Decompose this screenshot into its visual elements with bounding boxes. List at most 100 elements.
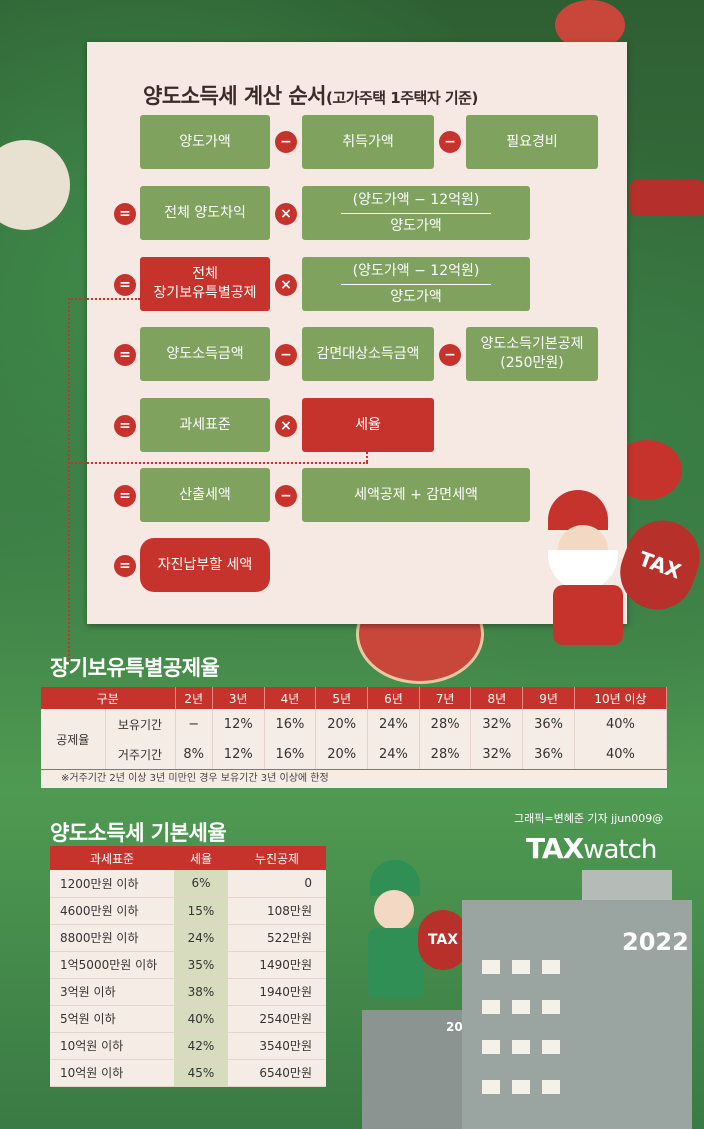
box-acquisition-price: 취득가액 <box>302 115 434 169</box>
box-sale-price: 양도가액 <box>140 115 270 169</box>
graphic-credit: 그래픽=변혜준 기자 jjun009@ <box>514 812 664 825</box>
minus-icon: − <box>439 131 461 153</box>
table2-cell: 3540만원 <box>228 1032 326 1060</box>
table1-row-label: 거주기간 <box>105 739 176 769</box>
table1-cell: 36% <box>522 739 575 769</box>
basic-tax-rate-table: 과세표준 세율 누진공제 1200만원 이하 6% 0 4600만원 이하 15% 10… <box>50 846 326 1087</box>
table1-header-cell: 8년 <box>470 687 524 709</box>
table-row: 5억원 이하 40% 2540만원 <box>50 1005 326 1033</box>
equals-icon: = <box>114 485 136 507</box>
table1-cell: 40% <box>574 709 668 739</box>
table1-cell: 32% <box>470 709 524 739</box>
table1-header-cell: 9년 <box>522 687 575 709</box>
times-icon: × <box>275 415 297 437</box>
table-row: 8800만원 이하 24% 522만원 <box>50 924 326 952</box>
box-necessary-expenses: 필요경비 <box>466 115 598 169</box>
table2-cell: 6% <box>174 870 228 898</box>
table1-cell: − <box>175 709 213 739</box>
box-total-gain: 전체 양도차익 <box>140 186 270 240</box>
table-row: 1200만원 이하 6% 0 <box>50 870 326 898</box>
elf-illustration: TAX <box>340 860 470 1010</box>
table1-header-cell: 구분 <box>41 687 176 709</box>
ornament-ball-left <box>0 140 70 230</box>
box-payable-tax: 자진납부할 세액 <box>140 538 270 592</box>
table2-cell: 42% <box>174 1032 228 1060</box>
table1-cell: 16% <box>264 709 317 739</box>
table1-cell: 28% <box>419 709 472 739</box>
table2-cell: 522만원 <box>228 924 326 952</box>
box-exempt-income: 감면대상소득금액 <box>302 327 434 381</box>
table2-title: 양도소득세 기본세율 <box>50 821 227 845</box>
times-icon: × <box>275 203 297 225</box>
table1-cell: 28% <box>419 739 472 769</box>
minus-icon: − <box>439 344 461 366</box>
equals-icon: = <box>114 344 136 366</box>
table1-cell: 24% <box>367 709 420 739</box>
table2-header-cell: 누진공제 <box>228 846 326 870</box>
box-tax-rate: 세율 <box>302 398 434 452</box>
minus-icon: − <box>275 344 297 366</box>
table1-cell: 20% <box>315 739 369 769</box>
tax-bag: TAX <box>418 910 468 970</box>
table-row: 1억5000만원 이하 35% 1490만원 <box>50 951 326 979</box>
building-small: 20 <box>362 1010 463 1129</box>
table2-cell: 0 <box>228 870 326 898</box>
table2-cell: 5억원 이하 <box>50 1005 174 1033</box>
times-icon: × <box>275 274 297 296</box>
table1-header-cell: 3년 <box>212 687 265 709</box>
box-credit-exemption: 세액공제 + 감면세액 <box>302 468 530 522</box>
box-ratio-deduction: (양도가액 − 12억원) 양도가액 <box>302 257 530 311</box>
table1-group-label: 공제율 <box>41 709 106 769</box>
connector-line <box>68 298 70 664</box>
connector-line <box>68 298 140 300</box>
table2-cell: 108만원 <box>228 897 326 925</box>
table-row: 거주기간 8% 12% 16% 20% 24% 28% 32% 36% 40% <box>41 739 668 769</box>
table2-cell: 38% <box>174 978 228 1006</box>
box-transfer-income: 양도소득금액 <box>140 327 270 381</box>
table2-cell: 6540만원 <box>228 1059 326 1087</box>
table1-header-cell: 2년 <box>175 687 213 709</box>
table2-cell: 40% <box>174 1005 228 1033</box>
table1-cell: 24% <box>367 739 420 769</box>
table2-cell: 1억5000만원 이하 <box>50 951 174 979</box>
box-computed-tax: 산출세액 <box>140 468 270 522</box>
table1-cell: 8% <box>175 739 213 769</box>
tax-bag: TAX <box>609 510 704 620</box>
page-title: 양도소득세 계산 순서(고가주택 1주택자 기준) <box>143 84 478 108</box>
table1-row-label: 보유기간 <box>105 709 176 739</box>
table2-cell: 4600만원 이하 <box>50 897 174 925</box>
table1-title: 장기보유특별공제율 <box>50 656 220 680</box>
table1-header-cell: 6년 <box>367 687 420 709</box>
table2-cell: 8800만원 이하 <box>50 924 174 952</box>
table2-cell: 10억원 이하 <box>50 1032 174 1060</box>
table1-header-cell: 7년 <box>419 687 472 709</box>
table1-cell: 12% <box>212 739 265 769</box>
table-row: 공제율 보유기간 − 12% 16% 20% 24% 28% 32% 36% 4… <box>41 709 668 769</box>
table1-cell: 12% <box>212 709 265 739</box>
table2-cell: 1940만원 <box>228 978 326 1006</box>
building-2022: 2022 <box>462 870 692 1129</box>
equals-icon: = <box>114 203 136 225</box>
table1-note: ※거주기간 2년 이상 3년 미만인 경우 보유기간 3년 이상에 한정 <box>41 770 667 788</box>
connector-line <box>68 462 368 464</box>
table2-cell: 24% <box>174 924 228 952</box>
minus-icon: − <box>275 485 297 507</box>
table2-cell: 3억원 이하 <box>50 978 174 1006</box>
taxwatch-logo: TAXwatch <box>526 832 657 865</box>
table1-cell: 32% <box>470 739 524 769</box>
table-row: 4600만원 이하 15% 108만원 <box>50 897 326 925</box>
minus-icon: − <box>275 131 297 153</box>
table2-cell: 45% <box>174 1059 228 1087</box>
table2-cell: 2540만원 <box>228 1005 326 1033</box>
table2-header-cell: 과세표준 <box>50 846 174 870</box>
table1-header-cell: 4년 <box>264 687 317 709</box>
table2-cell: 35% <box>174 951 228 979</box>
table1-cell: 40% <box>574 739 668 769</box>
equals-icon: = <box>114 274 136 296</box>
ornament-ball-top <box>555 0 625 50</box>
table2-cell: 1490만원 <box>228 951 326 979</box>
ribbon-right <box>630 180 704 216</box>
table1-cell: 20% <box>315 709 369 739</box>
table1-header-cell: 10년 이상 <box>574 687 668 709</box>
table-row: 3억원 이하 38% 1940만원 <box>50 978 326 1006</box>
